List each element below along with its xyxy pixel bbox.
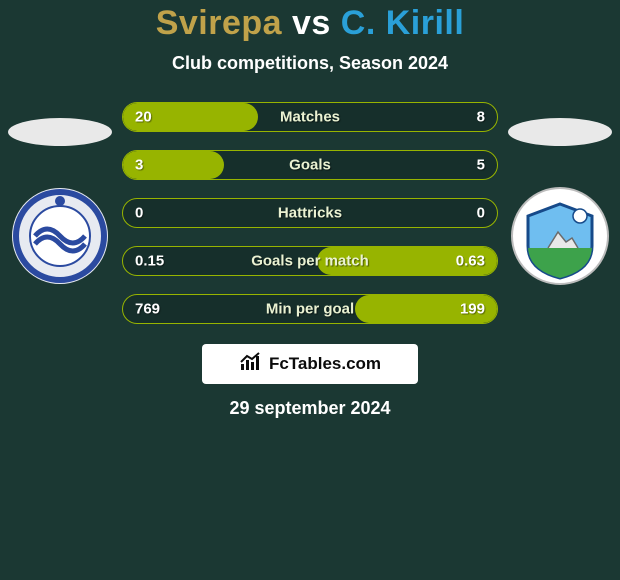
- stat-bars: 20 Matches 8 3 Goals 5 0 Hattricks 0 0.1…: [122, 102, 498, 324]
- stat-row-mpg: 769 Min per goal 199: [122, 294, 498, 324]
- stat-label-gpm: Goals per match: [251, 253, 369, 270]
- stat-right-gpm: 0.63: [456, 253, 485, 270]
- player1-flag: [8, 118, 112, 146]
- player1-name: Svirepa: [156, 4, 282, 42]
- player2-name: C. Kirill: [341, 4, 465, 42]
- player2-side: [508, 102, 612, 286]
- date-text: 29 september 2024: [0, 398, 620, 419]
- stat-row-hattricks: 0 Hattricks 0: [122, 198, 498, 228]
- stat-label-hattricks: Hattricks: [278, 205, 342, 222]
- stat-row-gpm: 0.15 Goals per match 0.63: [122, 246, 498, 276]
- brand-badge[interactable]: FcTables.com: [202, 344, 418, 384]
- stat-right-hattricks: 0: [477, 205, 485, 222]
- subtitle: Club competitions, Season 2024: [0, 53, 620, 74]
- vs-text: vs: [292, 4, 331, 42]
- comparison-body: 20 Matches 8 3 Goals 5 0 Hattricks 0 0.1…: [0, 102, 620, 324]
- stat-right-matches: 8: [477, 109, 485, 126]
- stat-left-gpm: 0.15: [135, 253, 164, 270]
- stat-left-hattricks: 0: [135, 205, 143, 222]
- player2-crest: [510, 186, 610, 286]
- page-title: Svirepa vs C. Kirill: [0, 4, 620, 43]
- stat-left-matches: 20: [135, 109, 152, 126]
- player1-crest: [10, 186, 110, 286]
- brand-text: FcTables.com: [269, 354, 381, 374]
- stat-label-mpg: Min per goal: [266, 301, 354, 318]
- stat-left-goals: 3: [135, 157, 143, 174]
- player2-flag: [508, 118, 612, 146]
- stat-label-matches: Matches: [280, 109, 340, 126]
- stat-right-mpg: 199: [460, 301, 485, 318]
- chart-icon: [239, 352, 263, 377]
- stat-row-matches: 20 Matches 8: [122, 102, 498, 132]
- stat-row-goals: 3 Goals 5: [122, 150, 498, 180]
- stat-label-goals: Goals: [289, 157, 331, 174]
- player1-side: [8, 102, 112, 286]
- stat-left-mpg: 769: [135, 301, 160, 318]
- stat-right-goals: 5: [477, 157, 485, 174]
